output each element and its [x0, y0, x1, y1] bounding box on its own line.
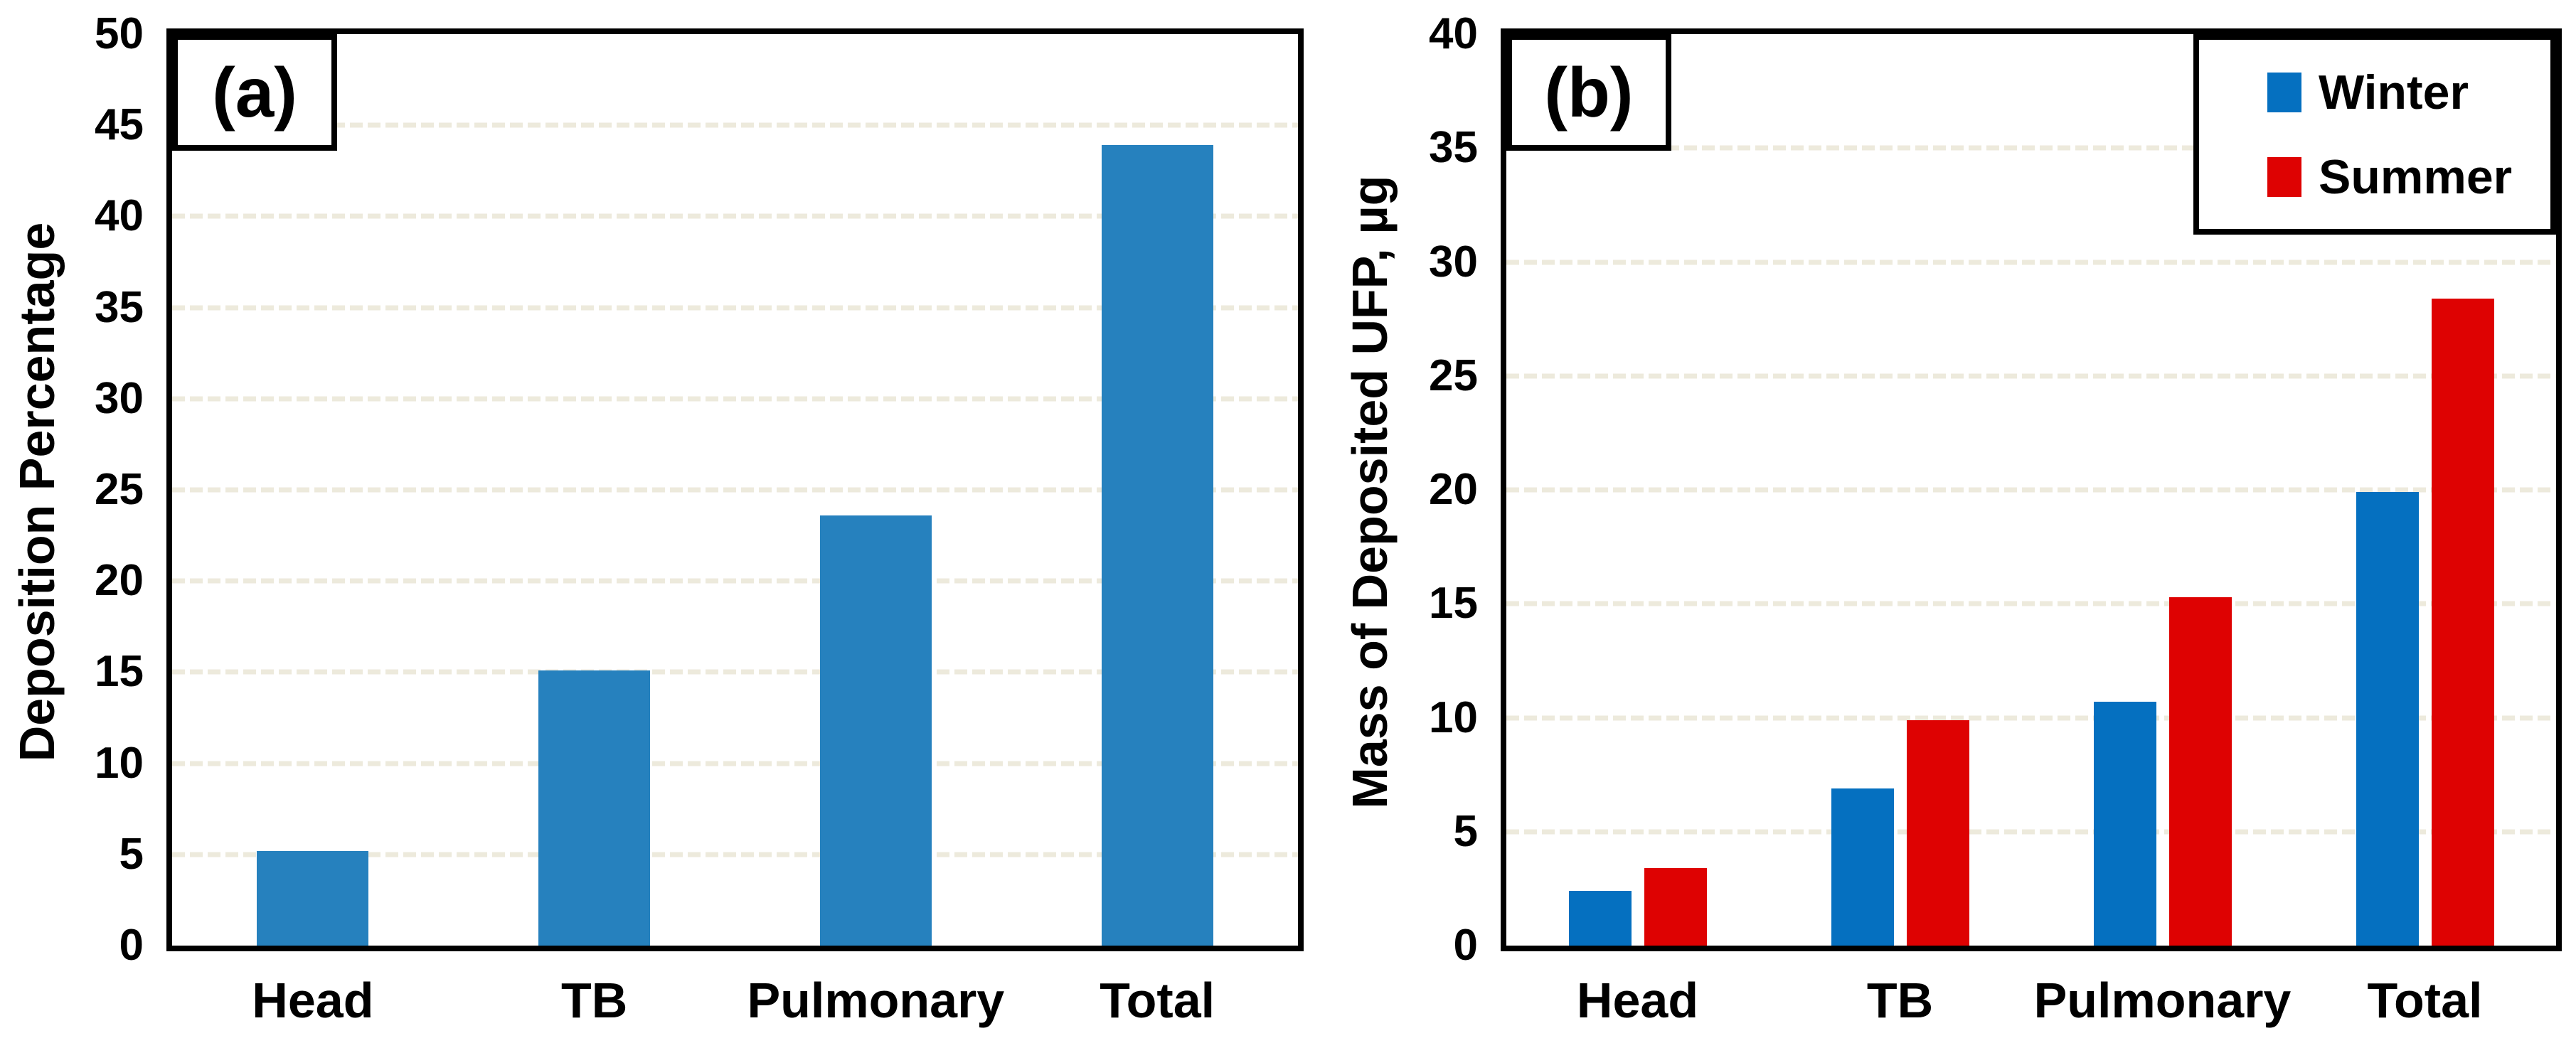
x-category-labels-b: Head TB Pulmonary Total [1506, 975, 2556, 1025]
x-category-label: Pulmonary [2033, 973, 2292, 1028]
panel-letter-box-a: (a) [172, 34, 337, 151]
panel-letter-a: (a) [212, 53, 297, 132]
x-category-label: Total [2367, 973, 2483, 1028]
legend-swatch-winter [2267, 72, 2301, 112]
gridline [172, 305, 1298, 311]
bar-winter-pulmonary [2094, 702, 2156, 946]
x-category-label: Head [252, 973, 374, 1028]
y-axis-title-b: Mass of Deposited UFP, µg [1342, 175, 1398, 809]
bar-deposition percentage-head [257, 850, 368, 946]
gridline [172, 213, 1298, 219]
bar-deposition percentage-total [1102, 145, 1213, 946]
legend-entry-summer: Summer [2267, 153, 2550, 201]
gridline [1506, 715, 2556, 720]
panel-letter-b: (b) [1544, 53, 1634, 132]
gridline [172, 396, 1298, 402]
gridline [172, 761, 1298, 766]
bar-summer-head [1644, 868, 1707, 946]
bar-winter-total [2356, 492, 2419, 946]
x-category-label: Total [1100, 973, 1215, 1028]
bar-winter-head [1569, 891, 1632, 946]
x-category-label: Head [1576, 973, 1699, 1028]
gridline [172, 669, 1298, 675]
gridline [1506, 373, 2556, 379]
bar-deposition percentage-pulmonary [820, 515, 932, 946]
plot-area-b: (b) Winter Summer [1501, 28, 2562, 951]
gridline [172, 122, 1298, 128]
bar-summer-total [2432, 298, 2494, 946]
legend-label-winter: Winter [2319, 65, 2469, 119]
legend-entry-winter: Winter [2267, 68, 2550, 117]
gridline [1506, 829, 2556, 835]
bar-deposition percentage-tb [538, 670, 650, 946]
legend-swatch-summer [2267, 156, 2301, 197]
gridline [1506, 260, 2556, 264]
gridline [1506, 601, 2556, 606]
gridline [172, 487, 1298, 493]
gridline [1506, 487, 2556, 493]
legend-box: Winter Summer [2193, 34, 2556, 235]
panel-letter-box-b: (b) [1506, 34, 1671, 151]
x-category-label: TB [560, 973, 628, 1028]
bar-summer-pulmonary [2169, 597, 2232, 946]
plot-area-a: (a) [166, 28, 1304, 951]
bar-winter-tb [1831, 788, 1894, 946]
x-category-labels-a: Head TB Pulmonary Total [172, 975, 1298, 1025]
x-category-label: Pulmonary [747, 973, 1005, 1028]
legend-label-summer: Summer [2319, 149, 2513, 204]
gridline [172, 852, 1298, 857]
x-category-label: TB [1866, 973, 1934, 1028]
y-axis-title-a: Deposition Percentage [9, 222, 65, 762]
bar-summer-tb [1907, 720, 1969, 946]
gridline [172, 578, 1298, 584]
gridline [1506, 145, 2556, 151]
